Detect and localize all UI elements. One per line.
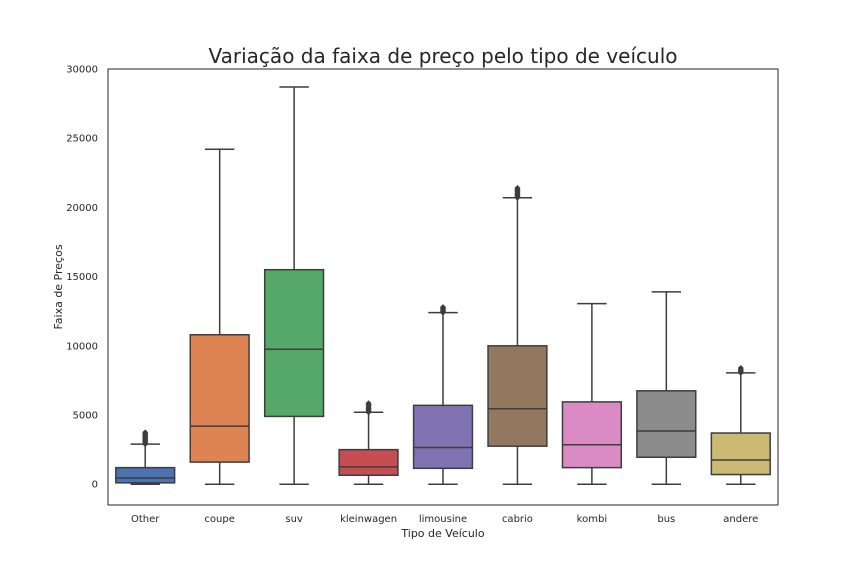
box-bus <box>636 291 697 485</box>
chart-title: Variação da faixa de preço pelo tipo de … <box>209 44 678 68</box>
box-Other <box>115 429 176 485</box>
outlier-marker <box>142 441 149 448</box>
outlier-marker <box>440 309 446 316</box>
x-tick-label: andere <box>723 514 758 525</box>
box-limousine <box>412 304 474 485</box>
box-andere <box>710 364 771 485</box>
x-tick-label: suv <box>285 514 303 525</box>
x-tick-label: bus <box>657 514 675 525</box>
iqr-box <box>561 401 623 469</box>
iqr-box <box>636 390 697 458</box>
iqr-box <box>412 404 474 470</box>
iqr-box <box>338 448 399 476</box>
x-tick-label: kleinwagen <box>340 514 397 525</box>
y-axis-label: Faixa de Preços <box>52 244 65 329</box>
iqr-box <box>710 432 771 476</box>
outlier-marker <box>737 369 744 376</box>
iqr-box <box>487 345 548 447</box>
outlier-marker <box>365 409 372 416</box>
y-tick-label: 20000 <box>66 203 98 214</box>
plot-frame <box>107 68 779 506</box>
box-suv <box>263 86 325 485</box>
x-tick-label: coupe <box>204 514 234 525</box>
x-tick-label: cabrio <box>502 514 533 525</box>
box-cabrio <box>487 185 548 485</box>
x-tick-label: kombi <box>577 514 607 525</box>
box-kombi <box>561 302 623 485</box>
y-tick-label: 10000 <box>66 341 98 352</box>
outlier-marker <box>514 194 521 201</box>
y-tick-label: 5000 <box>73 411 98 422</box>
box-kleinwagen <box>338 400 399 485</box>
iqr-box <box>115 466 176 484</box>
iqr-box <box>189 334 250 463</box>
x-tick-label: limousine <box>419 514 467 525</box>
y-tick-label: 30000 <box>66 65 98 76</box>
y-tick-label: 25000 <box>66 134 98 145</box>
x-tick-label: Other <box>131 514 160 525</box>
box-coupe <box>189 148 250 485</box>
y-tick-label: 0 <box>92 480 98 491</box>
x-axis-label: Tipo de Veículo <box>400 527 484 540</box>
y-tick-label: 15000 <box>66 272 98 283</box>
plot-area <box>115 86 771 485</box>
iqr-box <box>263 268 325 418</box>
